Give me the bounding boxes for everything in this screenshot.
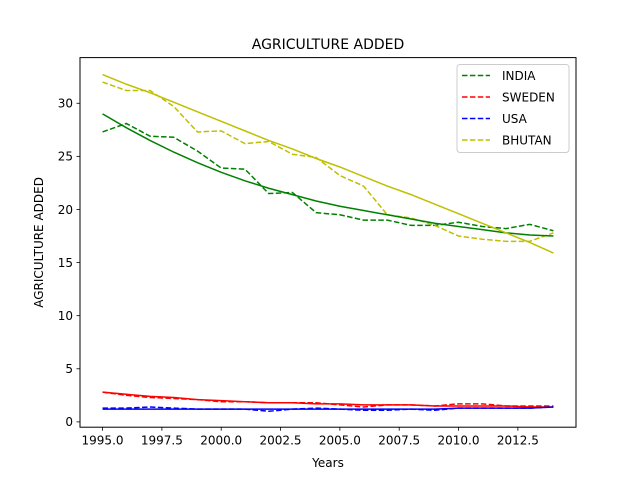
legend-label-sweden: SWEDEN (502, 90, 555, 104)
y-tick-label: 15 (58, 256, 73, 270)
chart-title: AGRICULTURE ADDED (252, 37, 405, 53)
y-tick-label: 30 (58, 97, 73, 111)
axes-frame (79, 57, 577, 428)
x-tick-label: 2012.5 (497, 434, 539, 448)
x-tick-label: 2005.0 (319, 434, 361, 448)
x-tick-label: 2010.0 (438, 434, 480, 448)
y-axis: 0 5 10 15 20 25 30 (58, 97, 80, 429)
x-axis-label: Years (311, 456, 344, 470)
legend: INDIA SWEDEN USA BHUTAN (456, 64, 570, 153)
y-tick-label: 5 (65, 362, 73, 376)
legend-box (456, 64, 570, 153)
x-tick-label: 2000.0 (200, 434, 242, 448)
legend-label-india: INDIA (502, 69, 536, 83)
y-tick-label: 10 (58, 309, 73, 323)
x-tick-label: 2002.5 (260, 434, 302, 448)
y-tick-label: 0 (65, 415, 73, 429)
legend-label-bhutan: BHUTAN (502, 133, 552, 147)
x-tick-label: 1997.5 (141, 434, 183, 448)
series-line-bhutan (102, 81, 554, 243)
y-tick-label: 25 (58, 150, 73, 164)
trend-line-usa (102, 406, 554, 410)
y-axis-label: AGRICULTURE ADDED (32, 177, 46, 308)
plot-area (102, 73, 554, 413)
trend-line-india (102, 113, 554, 237)
x-tick-label: 2007.5 (378, 434, 420, 448)
trend-line-sweden (102, 391, 554, 408)
x-axis: 1995.0 1997.5 2000.0 2002.5 2005.0 2007.5 2010… (82, 427, 539, 448)
x-tick-label: 1995.0 (82, 434, 124, 448)
trend-line-bhutan (102, 73, 554, 254)
series-line-india (102, 122, 554, 232)
legend-label-usa: USA (502, 112, 528, 126)
y-tick-label: 20 (58, 203, 73, 217)
